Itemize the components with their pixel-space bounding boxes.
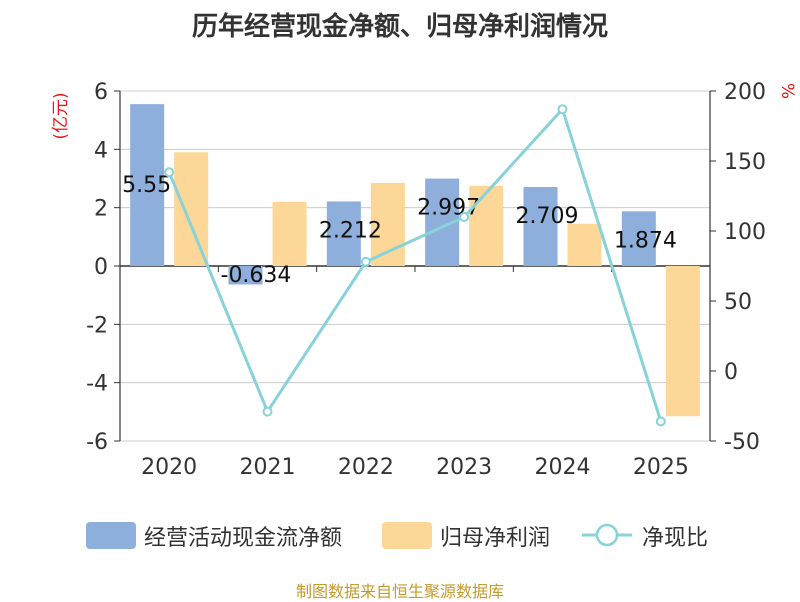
bar-data-label: -0.634	[221, 263, 292, 288]
bar-layer	[130, 104, 700, 417]
bar-net-profit	[469, 185, 504, 266]
source-footer: 制图数据来自恒生聚源数据库	[295, 582, 504, 601]
bar-net-profit	[174, 152, 209, 266]
bar-data-label: 5.55	[122, 173, 171, 198]
right-tick-label: 200	[724, 80, 766, 105]
bar-net-profit	[567, 223, 602, 266]
right-tick-label: 50	[724, 290, 752, 315]
line-layer	[164, 104, 666, 427]
line-point	[557, 104, 568, 115]
right-tick-label: 100	[724, 220, 766, 245]
legend-label: 归母净利润	[440, 526, 550, 551]
bar-cashflow	[621, 211, 656, 266]
legend-item[interactable]: 经营活动现金流净额	[86, 522, 342, 551]
legend-item[interactable]: 净现比	[582, 523, 708, 551]
bar-data-label: 2.212	[319, 218, 382, 243]
left-tick-label: 0	[94, 255, 108, 280]
line-point	[164, 167, 175, 178]
legend-label: 净现比	[642, 526, 708, 551]
bar-cashflow	[130, 104, 165, 266]
category-label: 2024	[535, 455, 591, 480]
right-tick-label: 0	[724, 360, 738, 385]
legend[interactable]: 经营活动现金流净额 归母净利润 净现比	[86, 522, 708, 551]
category-label: 2025	[633, 455, 689, 480]
legend-label: 经营活动现金流净额	[144, 526, 342, 551]
left-tick-label: 4	[94, 138, 108, 163]
left-tick-label: -6	[86, 430, 108, 455]
bar-data-label: 1.874	[614, 228, 677, 253]
legend-marker	[595, 523, 619, 547]
bar-data-label: 2.709	[516, 204, 579, 229]
category-label: 2020	[141, 455, 197, 480]
legend-item[interactable]: 归母净利润	[382, 522, 550, 551]
legend-swatch	[382, 522, 432, 549]
bar-cashflow	[326, 201, 361, 266]
legend-swatch	[86, 522, 136, 549]
left-axis-unit: (亿元)	[51, 92, 71, 139]
bar-net-profit	[665, 266, 700, 417]
line-point	[655, 416, 666, 427]
bar-data-label: 2.997	[417, 196, 480, 221]
axis-layer: 6 4 2 0 -2 -4 -6 200 150 100 50 0 -50 (亿元)% 2020 2021 20…	[51, 80, 797, 480]
line-net-cash-ratio	[167, 106, 663, 422]
left-tick-label: -4	[86, 372, 108, 397]
bar-cashflow	[523, 186, 558, 266]
line-point	[262, 406, 273, 417]
bar-net-profit	[272, 201, 307, 266]
left-tick-label: -2	[86, 313, 108, 338]
bar-cashflow	[228, 266, 263, 285]
right-axis-unit: %	[777, 83, 797, 99]
chart-title: 历年经营现金净额、归母净利润情况	[191, 12, 608, 42]
line-point	[360, 256, 371, 267]
category-label: 2023	[436, 455, 492, 480]
category-label: 2022	[338, 455, 394, 480]
line-point	[459, 212, 470, 222]
label-layer: 5.55 -0.634 2.212 2.997 2.709 1.874	[122, 173, 677, 288]
category-label: 2021	[240, 455, 296, 480]
left-tick-label: 2	[94, 197, 108, 222]
right-tick-label: -50	[724, 430, 760, 455]
left-tick-label: 6	[94, 80, 108, 105]
right-tick-label: 150	[724, 150, 766, 175]
